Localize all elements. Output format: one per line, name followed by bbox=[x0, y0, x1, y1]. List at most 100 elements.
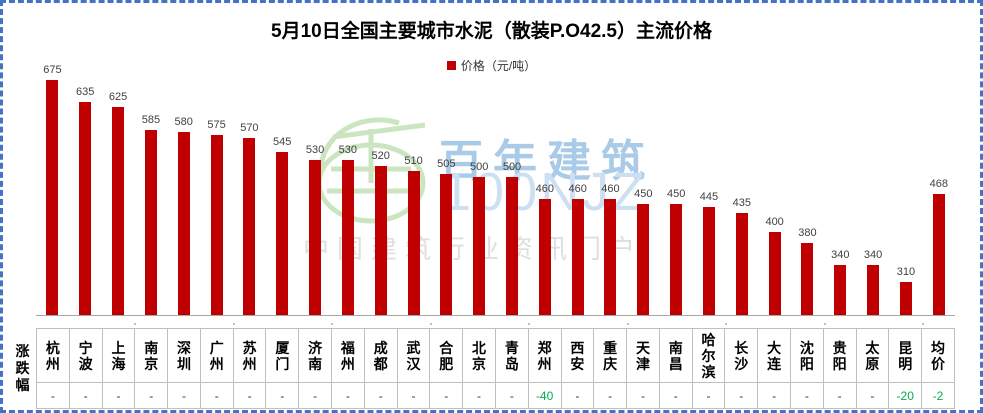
table-column-6: 广州 - bbox=[200, 328, 234, 409]
city-name-cell: 合肥 bbox=[430, 329, 463, 384]
city-name-cell: 宁波 bbox=[69, 329, 102, 384]
change-cell: - bbox=[509, 388, 514, 403]
price-bar bbox=[210, 135, 223, 315]
price-bar bbox=[867, 265, 880, 315]
bar-column-23: 400 bbox=[758, 66, 791, 315]
change-cell: -40 bbox=[535, 388, 554, 403]
city-name-cell: 贵阳 bbox=[823, 329, 856, 384]
bar-column-17: 460 bbox=[561, 66, 594, 315]
price-bar bbox=[637, 204, 650, 315]
city-name-cell: 厦门 bbox=[266, 329, 299, 384]
city-name-cell: 广州 bbox=[200, 329, 233, 384]
table-column-10: 福州 - bbox=[332, 328, 365, 409]
table-column-3: 上海 - bbox=[102, 328, 136, 409]
price-bar bbox=[670, 204, 683, 315]
change-cell: - bbox=[444, 388, 449, 403]
price-table: 杭州-宁波-上海-南京-深圳-广州-苏州-厦门-济南-福州-成都-武汉-合肥-北… bbox=[36, 328, 955, 409]
bar-chart: 675 635 625 585 580 575 570 545 530 530 520 510 505 5… bbox=[36, 64, 955, 315]
table-column-18: 重庆 - bbox=[594, 328, 628, 409]
price-bar bbox=[801, 243, 814, 315]
table-column-7: 苏州 - bbox=[233, 328, 267, 409]
bar-value-label: 450 bbox=[666, 188, 686, 200]
price-bar bbox=[276, 152, 289, 315]
city-name-cell: 深圳 bbox=[168, 329, 200, 384]
bar-value-label: 468 bbox=[929, 178, 948, 190]
bar-value-label: 635 bbox=[76, 86, 95, 98]
price-bar bbox=[899, 282, 912, 315]
bar-column-24: 380 bbox=[791, 66, 824, 315]
bar-value-label: 580 bbox=[174, 116, 193, 128]
city-name-cell: 南昌 bbox=[659, 329, 692, 384]
bar-value-label: 625 bbox=[108, 91, 128, 103]
table-column-14: 北京 - bbox=[463, 328, 496, 409]
table-column-20: 南昌 - bbox=[659, 328, 693, 409]
price-bar bbox=[440, 174, 453, 315]
change-cell: - bbox=[345, 388, 350, 403]
bar-column-12: 510 bbox=[397, 66, 430, 315]
city-name-cell: 沈阳 bbox=[790, 329, 823, 384]
bar-value-label: 460 bbox=[568, 183, 587, 195]
bar-column-22: 435 bbox=[725, 66, 758, 315]
bar-column-11: 520 bbox=[364, 66, 397, 315]
table-column-5: 深圳 - bbox=[168, 328, 201, 409]
city-name-cell: 济南 bbox=[299, 329, 332, 384]
change-cell: - bbox=[804, 388, 809, 403]
city-name-cell: 重庆 bbox=[594, 329, 627, 384]
change-cell: - bbox=[182, 388, 187, 403]
axis-tick bbox=[232, 323, 235, 325]
bar-column-28: 468 bbox=[922, 66, 955, 315]
city-name-cell: 昆明 bbox=[889, 329, 922, 384]
table-column-19: 天津 - bbox=[627, 328, 660, 409]
axis-tick bbox=[725, 323, 728, 325]
change-cell: - bbox=[640, 388, 645, 403]
price-bar bbox=[473, 177, 486, 315]
bar-column-5: 580 bbox=[167, 66, 200, 315]
city-name-cell: 南京 bbox=[135, 329, 168, 384]
legend-swatch-icon bbox=[446, 61, 456, 70]
bar-value-label: 575 bbox=[207, 119, 226, 131]
change-cell: - bbox=[772, 388, 777, 403]
change-cell: - bbox=[149, 388, 154, 403]
axis-tick bbox=[922, 323, 925, 325]
bar-column-21: 445 bbox=[693, 66, 726, 315]
change-cell: -2 bbox=[932, 388, 944, 403]
city-name-cell: 青岛 bbox=[495, 329, 528, 384]
table-column-26: 太原 - bbox=[856, 328, 890, 409]
bar-column-19: 450 bbox=[627, 66, 660, 315]
bar-value-label: 545 bbox=[273, 136, 292, 148]
price-bar bbox=[79, 102, 92, 315]
change-cell: - bbox=[673, 388, 678, 403]
change-cell: - bbox=[837, 388, 842, 403]
price-bar bbox=[374, 166, 387, 315]
price-bar bbox=[735, 213, 748, 315]
table-column-23: 大连 - bbox=[758, 328, 791, 409]
change-cell: - bbox=[50, 388, 55, 403]
change-cell: - bbox=[411, 388, 416, 403]
change-cell: - bbox=[247, 388, 252, 403]
price-bar bbox=[932, 194, 945, 315]
price-bar bbox=[144, 130, 157, 315]
bar-value-label: 520 bbox=[371, 150, 390, 162]
table-row-label: 涨跌幅 bbox=[15, 343, 30, 393]
bar-value-label: 585 bbox=[141, 114, 161, 126]
city-name-cell: 北京 bbox=[463, 329, 495, 384]
bar-column-25: 340 bbox=[824, 66, 857, 315]
table-column-9: 济南 - bbox=[299, 328, 333, 409]
table-column-15: 青岛 - bbox=[495, 328, 529, 409]
change-cell: - bbox=[313, 388, 318, 403]
bar-value-label: 460 bbox=[601, 183, 620, 195]
price-bar bbox=[506, 177, 518, 315]
price-bar bbox=[112, 107, 125, 315]
bar-value-label: 570 bbox=[240, 122, 259, 134]
bar-value-label: 530 bbox=[305, 144, 325, 156]
bar-value-label: 380 bbox=[798, 227, 817, 239]
bar-value-label: 340 bbox=[863, 249, 883, 261]
chart-legend: 价格（元/吨） bbox=[3, 57, 980, 74]
price-bar bbox=[341, 160, 354, 315]
change-cell: - bbox=[378, 388, 383, 403]
table-column-24: 沈阳 - bbox=[790, 328, 824, 409]
price-bar bbox=[768, 232, 781, 315]
bar-column-2: 635 bbox=[69, 66, 102, 315]
table-column-17: 西安 - bbox=[561, 328, 595, 409]
